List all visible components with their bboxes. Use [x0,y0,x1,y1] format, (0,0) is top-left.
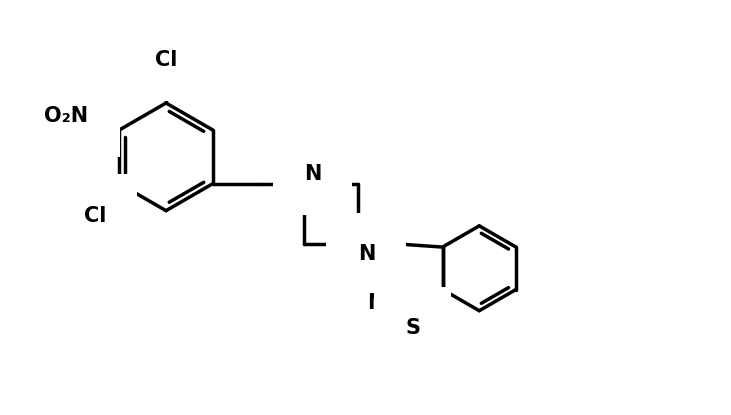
Text: N: N [357,244,375,264]
Text: S: S [405,318,420,338]
Text: N: N [304,164,321,184]
Text: N: N [368,293,385,312]
Text: Cl: Cl [83,205,106,226]
Text: O₂N: O₂N [45,106,88,126]
Text: Cl: Cl [155,50,177,70]
